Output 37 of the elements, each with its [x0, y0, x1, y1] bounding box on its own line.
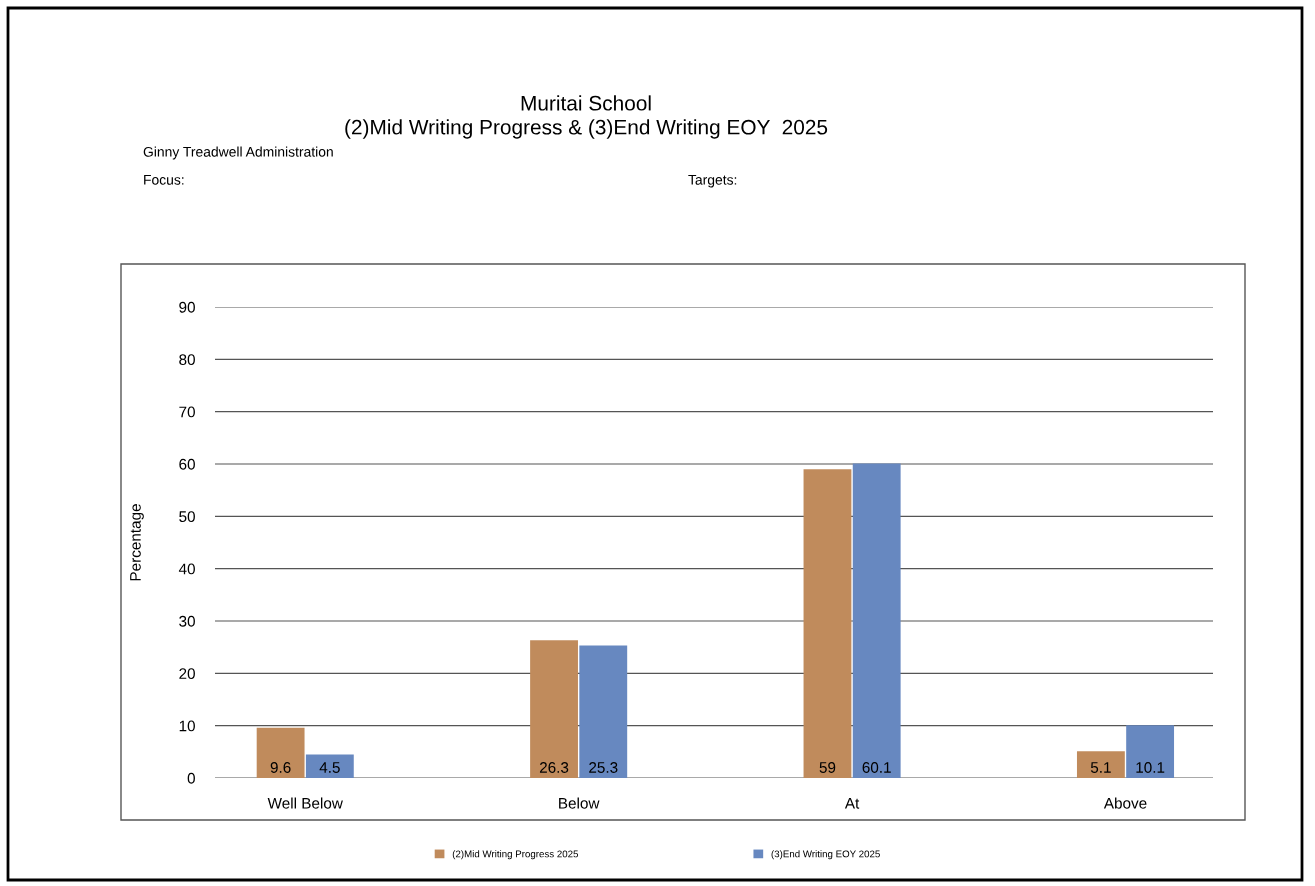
x-tick-label: At: [844, 798, 860, 809]
data-label: 60.1: [862, 762, 891, 773]
data-label: 9.6: [270, 762, 291, 773]
chart-title: Muritai School (2)Mid Writing Progress & (3)End Writing EOY 2025: [345, 95, 828, 139]
legend-label: (3)End Writing EOY 2025: [771, 850, 880, 860]
y-tick-label: 60: [179, 458, 195, 470]
y-tick-label: 10: [179, 720, 195, 732]
y-tick-label: 30: [179, 615, 195, 627]
data-label: 25.3: [589, 762, 618, 773]
y-tick-label: 40: [178, 563, 195, 575]
bar: [579, 645, 628, 778]
x-tick-label: Below: [559, 797, 600, 809]
text: Ginny Treadwell Administration: [143, 146, 333, 160]
bar: [530, 640, 578, 778]
text: Targets:: [688, 175, 737, 188]
data-label: 5.1: [1090, 762, 1111, 773]
bar: [852, 463, 901, 778]
y-tick-label: 90: [179, 301, 195, 313]
y-tick-label: 70: [179, 406, 195, 418]
y-tick-label: 80: [179, 354, 195, 366]
y-tick-label: 0: [187, 772, 195, 784]
x-tick-label: Above: [1103, 797, 1147, 809]
bar: [1126, 725, 1175, 778]
data-label: 59: [819, 762, 836, 773]
data-label: 10.1: [1136, 762, 1165, 773]
x-tick-label: Well Below: [267, 797, 343, 809]
data-label: 4.5: [319, 762, 340, 773]
bar: [256, 727, 305, 778]
bar: [305, 754, 354, 778]
bar: [1076, 751, 1125, 778]
bar: [803, 469, 852, 778]
y-tick-label: 50: [179, 511, 195, 523]
data-label: 26.3: [539, 762, 569, 773]
legend-label: (2)Mid Writing Progress 2025: [452, 850, 579, 860]
y-tick-label: 20: [179, 668, 195, 680]
text: Focus:: [144, 175, 184, 185]
y-axis-title: Percentage: [130, 504, 144, 581]
